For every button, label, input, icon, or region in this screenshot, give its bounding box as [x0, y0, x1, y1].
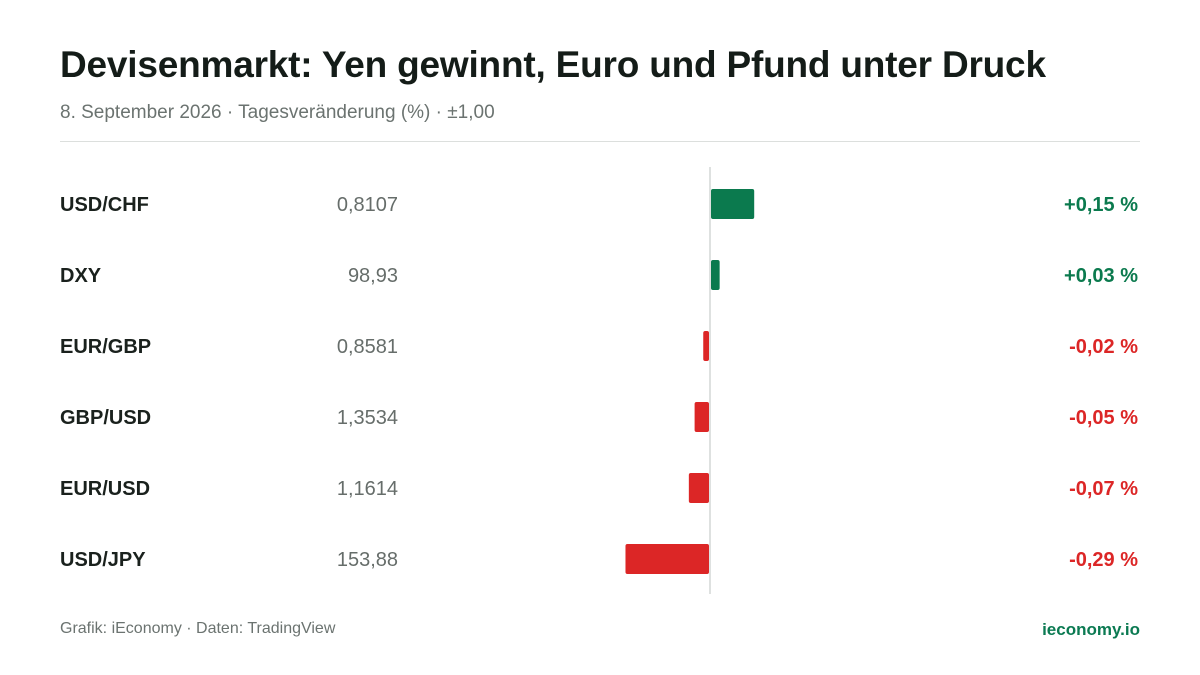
change-value-label: +0,15 %: [1064, 194, 1138, 216]
change-value-label: -0,05 %: [1069, 407, 1138, 429]
price-label: 0,8107: [337, 194, 398, 216]
pair-label: GBP/USD: [60, 407, 151, 429]
pair-label: EUR/USD: [60, 478, 150, 500]
chart-subtitle: 8. September 2026 · Tagesveränderung (%)…: [60, 102, 495, 123]
bar: [703, 331, 709, 361]
header-divider: [60, 141, 1140, 142]
pair-label: USD/CHF: [60, 194, 149, 216]
price-label: 0,8581: [337, 336, 398, 358]
footer-brand[interactable]: ieconomy.io: [1042, 620, 1140, 639]
change-value-label: -0,29 %: [1069, 549, 1138, 571]
change-value-label: +0,03 %: [1064, 265, 1138, 287]
footer-source: Grafik: iEconomy · Daten: TradingView: [60, 620, 336, 637]
bar: [711, 260, 720, 290]
price-label: 1,1614: [337, 478, 398, 500]
change-value-label: -0,02 %: [1069, 336, 1138, 358]
bar: [694, 402, 709, 432]
price-label: 98,93: [348, 265, 398, 287]
bar: [688, 473, 709, 503]
price-label: 153,88: [337, 549, 398, 571]
chart-title: Devisenmarkt: Yen gewinnt, Euro und Pfun…: [60, 44, 1046, 85]
price-label: 1,3534: [337, 407, 398, 429]
bar: [711, 189, 755, 219]
pair-label: DXY: [60, 265, 102, 287]
pair-label: EUR/GBP: [60, 336, 151, 358]
bar: [625, 544, 709, 574]
pair-label: USD/JPY: [60, 549, 146, 571]
change-value-label: -0,07 %: [1069, 478, 1138, 500]
